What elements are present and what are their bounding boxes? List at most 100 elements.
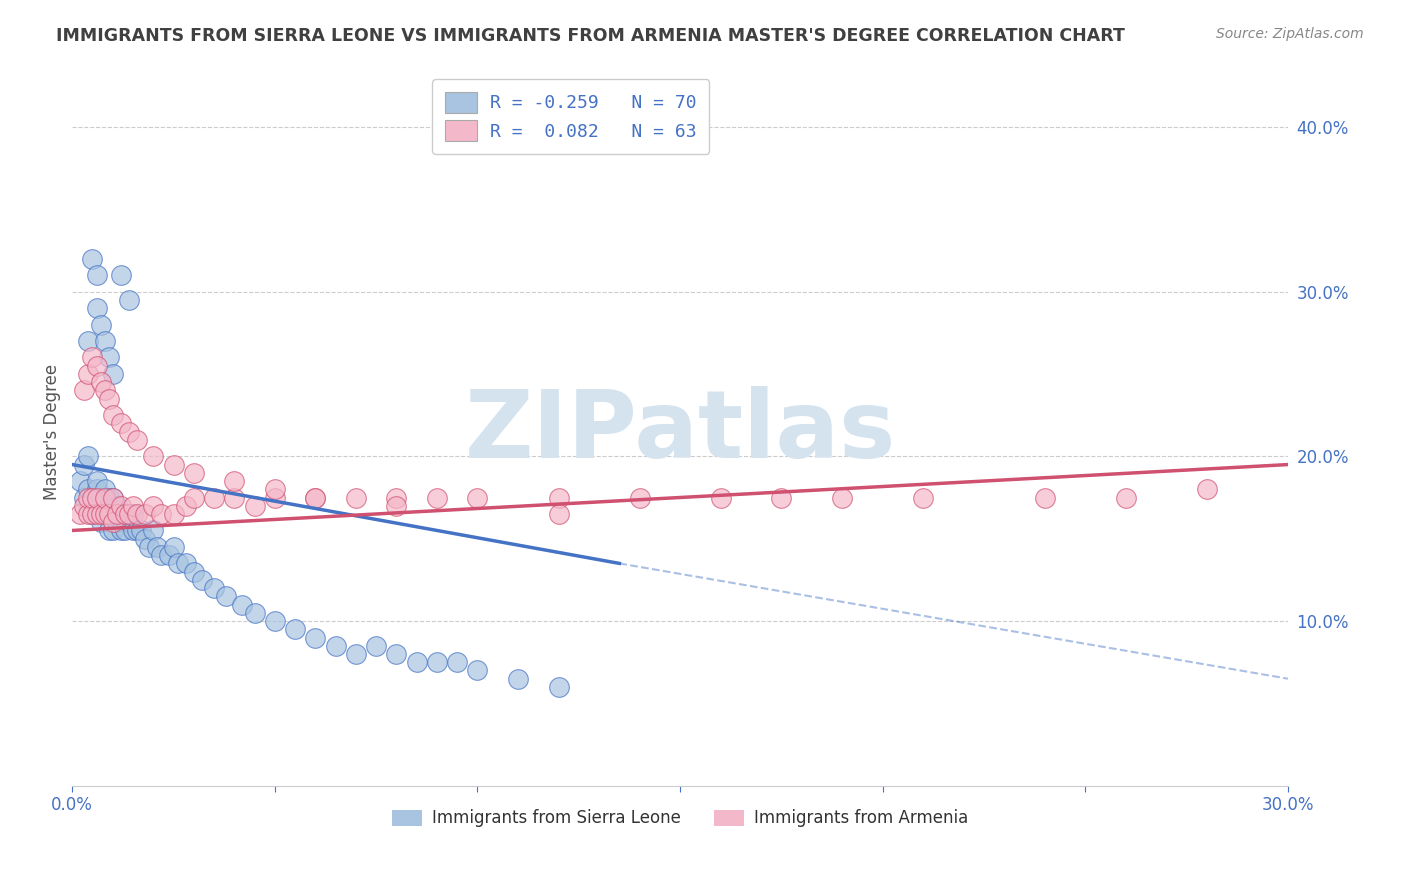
Point	[93, 334, 115, 348]
Point	[215, 590, 238, 604]
Point	[1115, 491, 1137, 505]
Point	[101, 524, 124, 538]
Point	[101, 408, 124, 422]
Point	[86, 359, 108, 373]
Point	[547, 680, 569, 694]
Point	[506, 672, 529, 686]
Point	[122, 524, 145, 538]
Point	[125, 433, 148, 447]
Point	[118, 293, 141, 307]
Point	[446, 655, 468, 669]
Point	[547, 491, 569, 505]
Point	[134, 507, 156, 521]
Point	[146, 540, 169, 554]
Point	[224, 474, 246, 488]
Point	[183, 565, 205, 579]
Point	[82, 491, 104, 505]
Point	[385, 499, 408, 513]
Point	[202, 581, 225, 595]
Point	[1195, 483, 1218, 497]
Point	[1033, 491, 1056, 505]
Point	[191, 573, 214, 587]
Point	[82, 491, 104, 505]
Point	[710, 491, 733, 505]
Point	[77, 367, 100, 381]
Point	[86, 507, 108, 521]
Point	[77, 483, 100, 497]
Point	[97, 491, 120, 505]
Point	[224, 491, 246, 505]
Point	[385, 647, 408, 661]
Point	[86, 483, 108, 497]
Point	[93, 483, 115, 497]
Point	[118, 507, 141, 521]
Point	[93, 491, 115, 505]
Point	[86, 268, 108, 282]
Point	[174, 557, 197, 571]
Point	[304, 491, 326, 505]
Point	[77, 334, 100, 348]
Point	[134, 532, 156, 546]
Point	[90, 491, 112, 505]
Point	[304, 491, 326, 505]
Point	[86, 499, 108, 513]
Point	[243, 499, 266, 513]
Point	[547, 507, 569, 521]
Point	[97, 392, 120, 406]
Point	[243, 606, 266, 620]
Point	[105, 507, 128, 521]
Point	[366, 639, 388, 653]
Point	[110, 499, 132, 513]
Point	[467, 491, 489, 505]
Point	[284, 622, 307, 636]
Point	[150, 548, 173, 562]
Point	[162, 458, 184, 472]
Point	[304, 631, 326, 645]
Point	[426, 491, 449, 505]
Text: IMMIGRANTS FROM SIERRA LEONE VS IMMIGRANTS FROM ARMENIA MASTER'S DEGREE CORRELAT: IMMIGRANTS FROM SIERRA LEONE VS IMMIGRAN…	[56, 27, 1125, 45]
Point	[82, 351, 104, 365]
Point	[86, 491, 108, 505]
Point	[142, 524, 165, 538]
Point	[82, 507, 104, 521]
Point	[114, 507, 136, 521]
Point	[263, 491, 285, 505]
Point	[114, 507, 136, 521]
Point	[110, 524, 132, 538]
Point	[122, 507, 145, 521]
Point	[93, 507, 115, 521]
Point	[118, 425, 141, 439]
Point	[831, 491, 853, 505]
Point	[86, 301, 108, 315]
Point	[174, 499, 197, 513]
Point	[69, 507, 91, 521]
Point	[97, 524, 120, 538]
Point	[162, 507, 184, 521]
Point	[105, 499, 128, 513]
Point	[138, 540, 160, 554]
Point	[97, 351, 120, 365]
Point	[202, 491, 225, 505]
Point	[86, 474, 108, 488]
Point	[101, 491, 124, 505]
Point	[77, 450, 100, 464]
Point	[73, 384, 96, 398]
Text: ZIPatlas: ZIPatlas	[464, 385, 896, 477]
Point	[150, 507, 173, 521]
Point	[97, 507, 120, 521]
Point	[101, 507, 124, 521]
Point	[93, 507, 115, 521]
Point	[114, 524, 136, 538]
Point	[110, 417, 132, 431]
Point	[344, 647, 367, 661]
Point	[118, 515, 141, 529]
Point	[467, 664, 489, 678]
Point	[770, 491, 793, 505]
Point	[129, 524, 152, 538]
Point	[93, 384, 115, 398]
Point	[125, 524, 148, 538]
Point	[325, 639, 347, 653]
Point	[73, 458, 96, 472]
Point	[73, 499, 96, 513]
Point	[101, 367, 124, 381]
